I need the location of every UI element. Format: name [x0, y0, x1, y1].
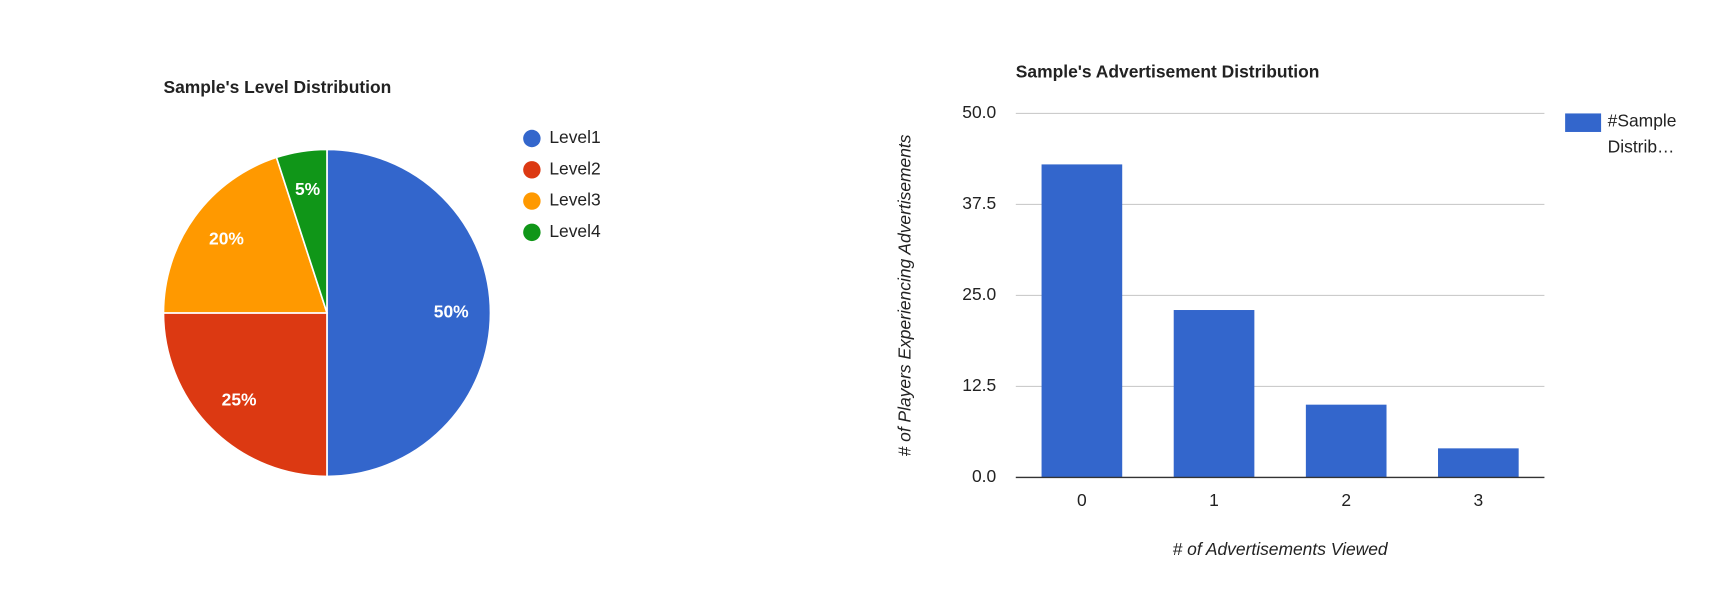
x-tick-label: 2 [1341, 490, 1351, 510]
y-tick-label: 37.5 [962, 193, 996, 213]
y-tick-label: 50.0 [962, 102, 996, 122]
y-axis-title: # of Players Experiencing Advertisements [894, 134, 914, 456]
legend-box: #Sample Distrib… [1607, 112, 1677, 158]
y-tick-label: 12.5 [962, 375, 996, 395]
slice-label: 25% [222, 389, 257, 409]
pie-slice [162, 156, 329, 314]
legend-marker [1565, 113, 1602, 132]
legend-label: Level1 [549, 127, 600, 147]
y-tick-label: 25.0 [962, 284, 996, 304]
bar [1305, 404, 1387, 478]
x-tick-label: 1 [1209, 490, 1219, 510]
y-tick-label: 0.0 [972, 466, 997, 486]
legend-label: Level2 [549, 158, 600, 178]
chart-title: Sample's Level Distribution [163, 77, 391, 97]
legend-label: #Sample Distrib… [1607, 112, 1677, 158]
pie-slice [275, 148, 328, 314]
legend-label: Level3 [549, 190, 600, 210]
bar [1041, 164, 1123, 478]
bar [1173, 310, 1255, 478]
legend-label: Level4 [549, 221, 601, 241]
pie-slice [162, 312, 328, 478]
x-axis-title: # of Advertisements Viewed [1173, 539, 1389, 559]
legend-marker [523, 129, 541, 148]
bar [1438, 448, 1519, 478]
slice-label: 5% [295, 179, 321, 199]
slice-label: 50% [434, 302, 469, 322]
slice-label: 20% [209, 228, 244, 248]
x-tick-label: 3 [1473, 490, 1483, 510]
chart-title: Sample's Advertisement Distribution [1016, 62, 1320, 82]
legend-marker [523, 161, 541, 179]
legend-marker [523, 223, 541, 242]
legend-marker [523, 192, 541, 210]
pie-slice [326, 148, 492, 478]
x-tick-label: 0 [1077, 490, 1087, 510]
